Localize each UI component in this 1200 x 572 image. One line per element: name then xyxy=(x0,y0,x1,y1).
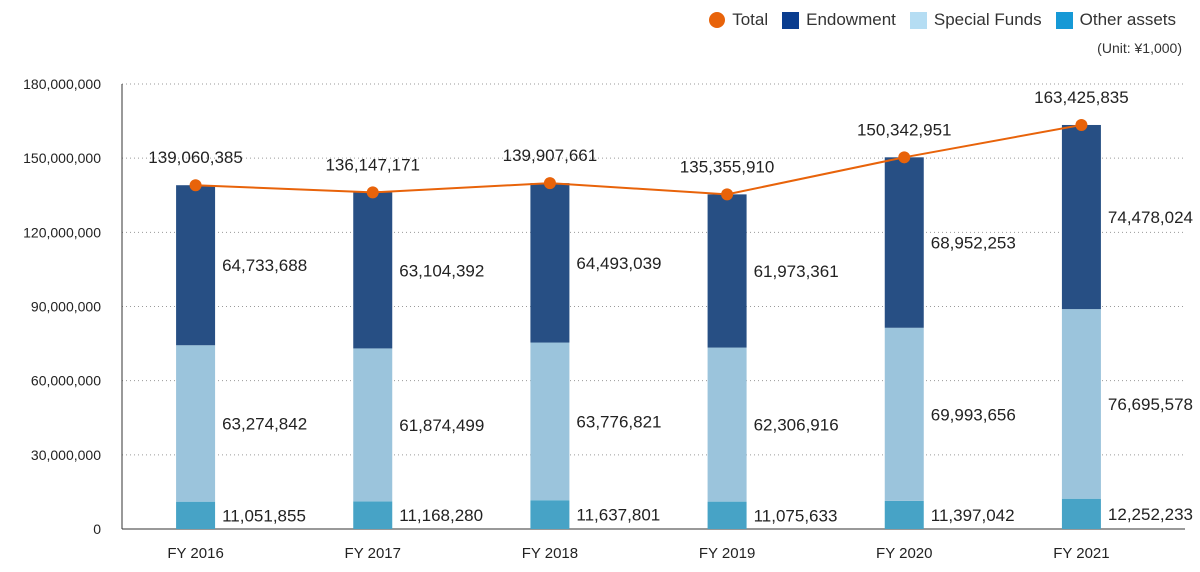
legend-item-special-funds: Special Funds xyxy=(909,10,1042,30)
bar-data-label: 63,104,392 xyxy=(399,261,484,280)
y-tick-label: 90,000,000 xyxy=(31,299,101,315)
total-line xyxy=(195,123,1082,196)
x-tick-label: FY 2019 xyxy=(699,545,755,562)
legend-label-endowment: Endowment xyxy=(806,10,896,29)
bar-data-label: 69,993,656 xyxy=(931,405,1016,424)
bar-data-label: 64,733,688 xyxy=(222,256,307,275)
legend-label-other-assets: Other assets xyxy=(1079,10,1176,29)
total-data-label: 135,355,910 xyxy=(680,157,775,176)
y-tick-label: 60,000,000 xyxy=(31,373,101,389)
total-point xyxy=(189,179,202,192)
legend-swatch-other-assets xyxy=(1055,11,1073,29)
y-tick-label: 120,000,000 xyxy=(23,224,101,240)
bar-segment xyxy=(353,348,393,502)
total-data-label: 163,425,835 xyxy=(1034,88,1129,107)
x-tick-label: FY 2021 xyxy=(1053,545,1109,562)
bar-segment xyxy=(884,327,924,501)
legend-item-total: Total xyxy=(709,10,768,30)
bar-data-label: 63,776,821 xyxy=(576,412,661,431)
bar-data-label: 11,397,042 xyxy=(931,506,1015,525)
legend-label-total: Total xyxy=(732,10,769,29)
legend-label-special-funds: Special Funds xyxy=(933,10,1042,29)
total-point xyxy=(366,186,379,199)
bar-data-label: 12,252,233 xyxy=(1108,505,1193,524)
bar-data-label: 68,952,253 xyxy=(931,234,1016,253)
total-data-label: 139,060,385 xyxy=(148,148,243,167)
x-tick-label: FY 2017 xyxy=(345,545,401,562)
total-data-label: 139,907,661 xyxy=(503,146,598,165)
bar-segment xyxy=(353,501,393,529)
bar-data-label: 76,695,578 xyxy=(1108,395,1193,414)
x-tick-label: FY 2018 xyxy=(522,545,578,562)
y-tick-label: 150,000,000 xyxy=(23,150,101,166)
bar-data-label: 11,051,855 xyxy=(222,506,306,525)
legend-item-endowment: Endowment xyxy=(782,10,896,30)
bar-segment xyxy=(1061,498,1101,529)
bar-segment xyxy=(176,501,216,529)
bar-segment xyxy=(530,183,570,343)
bar-segment xyxy=(707,501,747,529)
y-tick-label: 30,000,000 xyxy=(31,447,101,463)
bar-data-label: 11,168,280 xyxy=(399,506,483,525)
y-tick-label: 0 xyxy=(93,521,101,537)
legend-swatch-total xyxy=(709,12,726,28)
bar-segment xyxy=(176,185,216,346)
bar-segment xyxy=(1061,124,1101,310)
bar-data-label: 64,493,039 xyxy=(576,254,661,273)
legend-swatch-endowment xyxy=(782,11,800,29)
unit-label: (Unit: ¥1,000) xyxy=(1097,40,1182,56)
bar-data-label: 11,637,801 xyxy=(576,506,660,525)
legend: Total Endowment Special Funds Other asse… xyxy=(709,10,1176,30)
bar-segment xyxy=(353,192,393,349)
bar-data-label: 74,478,024 xyxy=(1108,208,1193,227)
total-data-label: 136,147,171 xyxy=(325,155,420,174)
total-point xyxy=(898,151,911,164)
bar-segment xyxy=(884,157,924,328)
bar-data-label: 11,075,633 xyxy=(754,506,838,525)
legend-item-other-assets: Other assets xyxy=(1055,10,1176,30)
bar-data-label: 63,274,842 xyxy=(222,414,307,433)
total-data-label: 150,342,951 xyxy=(857,120,952,139)
x-tick-label: FY 2016 xyxy=(167,545,223,562)
bar-segment xyxy=(176,345,216,502)
x-tick-label: FY 2020 xyxy=(876,545,932,562)
bar-segment xyxy=(707,194,747,348)
bar-segment xyxy=(530,500,570,529)
legend-swatch-special-funds xyxy=(909,11,927,29)
bar-data-label: 61,973,361 xyxy=(754,262,839,281)
total-point xyxy=(721,188,734,201)
total-point xyxy=(1075,118,1088,131)
bar-data-label: 61,874,499 xyxy=(399,416,484,435)
bar-segment xyxy=(707,347,747,502)
bar-segment xyxy=(884,500,924,529)
y-tick-label: 180,000,000 xyxy=(23,76,101,92)
bar-segment xyxy=(1061,309,1101,499)
bar-segment xyxy=(530,342,570,501)
total-point xyxy=(543,177,556,190)
bar-data-label: 62,306,916 xyxy=(754,416,839,435)
